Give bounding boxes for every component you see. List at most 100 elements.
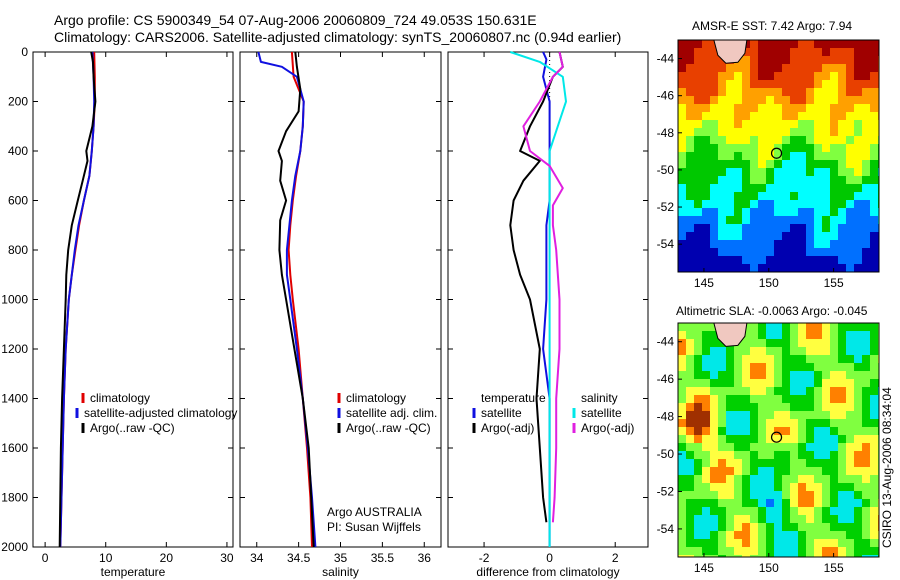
map-cell [798, 40, 807, 49]
map-cell [790, 160, 799, 169]
map-cell [766, 499, 775, 508]
map-cell [862, 192, 871, 201]
map-x-tick-label: 145 [694, 561, 714, 575]
map-cell [814, 371, 823, 380]
map-cell [710, 499, 719, 508]
map-cell [814, 459, 823, 468]
map-y-tick-label: -46 [657, 372, 675, 386]
map-cell [710, 112, 719, 121]
map-cell [718, 427, 727, 436]
map-cell [830, 224, 839, 233]
map-cell [854, 240, 863, 249]
map-cell [790, 411, 799, 420]
map-cell [814, 232, 823, 241]
map-cell [806, 64, 815, 73]
map-cell [718, 347, 727, 356]
map-cell [758, 168, 767, 177]
map-cell [718, 499, 727, 508]
legend-entry: Argo(-adj) [481, 421, 534, 435]
map-cell [750, 120, 759, 129]
map-cell [854, 64, 863, 73]
map-cell [790, 208, 799, 217]
map-cell [710, 128, 719, 137]
map-cell [774, 128, 783, 137]
map-cell [862, 371, 871, 380]
map-cell [854, 264, 863, 272]
map-cell [678, 88, 687, 97]
map-cell [710, 355, 719, 364]
map-cell [718, 363, 727, 372]
map-cell [774, 323, 783, 332]
map-cell [710, 72, 719, 81]
x-tick-label: 35.5 [371, 551, 395, 565]
map-cell [846, 507, 855, 516]
map-cell [846, 112, 855, 121]
map-cell [734, 435, 743, 444]
map-cell [822, 435, 831, 444]
map-cell [790, 491, 799, 500]
map-cell [726, 216, 735, 225]
map-cell [694, 88, 703, 97]
map-cell [798, 256, 807, 265]
map-cell [686, 547, 695, 556]
map-cell [750, 483, 759, 492]
map-cell [678, 507, 687, 516]
map-cell [798, 411, 807, 420]
map-cell [774, 56, 783, 65]
map-cell [798, 168, 807, 177]
map-cell [758, 56, 767, 65]
map-cell [814, 160, 823, 169]
map-cell [870, 176, 879, 185]
map-cell [758, 192, 767, 201]
map-cell [830, 64, 839, 73]
map-cell [702, 232, 711, 241]
map-cell [694, 176, 703, 185]
map-y-tick-label: -48 [657, 410, 675, 424]
map-cell [870, 240, 879, 249]
map-cell [726, 224, 735, 233]
map-cell [702, 128, 711, 137]
map-cell [686, 523, 695, 532]
map-cell [838, 112, 847, 121]
map-cell [742, 136, 751, 145]
map-cell [686, 427, 695, 436]
map-cell [766, 435, 775, 444]
map-cell [862, 128, 871, 137]
map-cell [814, 256, 823, 265]
map-cell [710, 331, 719, 340]
map-cell [742, 435, 751, 444]
map-cell [814, 547, 823, 556]
map-cell [686, 443, 695, 452]
map-cell [822, 128, 831, 137]
map-cell [790, 184, 799, 193]
map-cell [686, 403, 695, 412]
map-cell [758, 363, 767, 372]
map-cell [806, 411, 815, 420]
map-cell [702, 176, 711, 185]
map-cell [870, 467, 879, 476]
map-cell [790, 248, 799, 257]
map-cell [742, 443, 751, 452]
map-cell [758, 216, 767, 225]
y-tick-label: 200 [8, 95, 28, 109]
map-cell [830, 264, 839, 272]
map-cell [678, 387, 687, 396]
map-cell [678, 80, 687, 89]
map-cell [790, 507, 799, 516]
map-cell [838, 403, 847, 412]
map-cell [686, 371, 695, 380]
map-cell [702, 264, 711, 272]
map-cell [766, 339, 775, 348]
map-cell [790, 539, 799, 548]
map-cell [774, 88, 783, 97]
map-cell [822, 403, 831, 412]
panel-frame-3 [447, 51, 649, 548]
map-cell [726, 144, 735, 153]
map-cell [750, 176, 759, 185]
map-cell [862, 547, 871, 556]
map-cell [710, 419, 719, 428]
map-cell [686, 112, 695, 121]
map-cell [846, 483, 855, 492]
map-cell [790, 355, 799, 364]
map-cell [678, 555, 687, 557]
